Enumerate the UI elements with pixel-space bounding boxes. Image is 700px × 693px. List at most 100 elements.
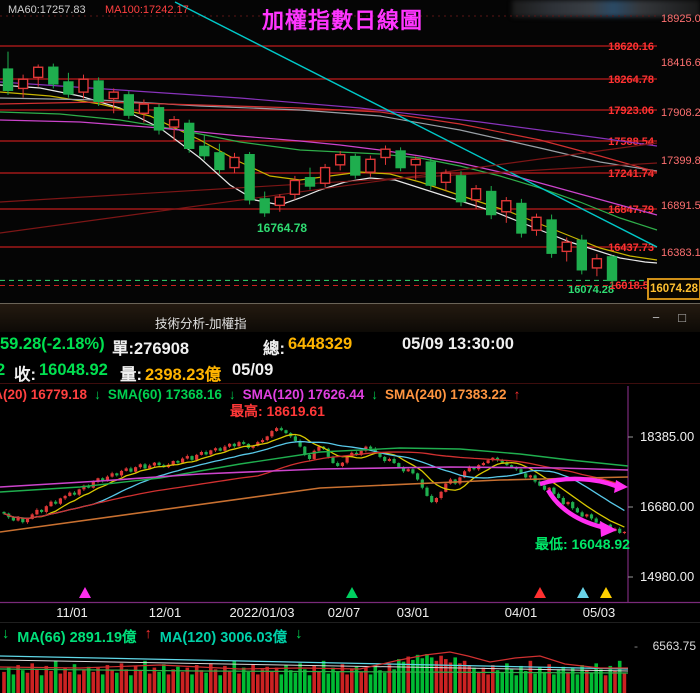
candle-body bbox=[434, 497, 438, 503]
candle-body bbox=[157, 462, 161, 466]
candle-body bbox=[542, 485, 547, 490]
volume-bar bbox=[147, 673, 152, 693]
volume-bar bbox=[589, 672, 594, 693]
volume-bar bbox=[129, 675, 133, 693]
volume-bar bbox=[359, 671, 363, 693]
lower-chart-canvas[interactable]: 18385.00 16680.00 14980.00 11/01 12/01 2022/0… bbox=[0, 386, 700, 622]
window-title: 技術分析-加權指 bbox=[155, 317, 247, 331]
volume-bar bbox=[566, 671, 570, 693]
ma100-legend: MA100:17242.17 bbox=[105, 4, 189, 16]
close-label: 收: bbox=[14, 366, 36, 384]
candle-body bbox=[392, 458, 396, 464]
candle-body bbox=[331, 456, 335, 464]
ma-curve bbox=[3, 451, 625, 520]
volume-bar bbox=[260, 669, 265, 693]
volume-bar bbox=[133, 665, 138, 693]
candle-body bbox=[138, 103, 150, 114]
volume-label: 量: bbox=[120, 366, 142, 384]
candle-body bbox=[444, 483, 448, 492]
volume-bar bbox=[425, 654, 429, 693]
candle-body bbox=[199, 451, 203, 455]
volume-bar bbox=[411, 659, 415, 693]
volume-bar bbox=[552, 674, 556, 693]
top-chart-canvas[interactable]: 18620.1618264.7817923.0617588.5417241.74… bbox=[0, 0, 700, 303]
volume-bar bbox=[265, 666, 269, 693]
volume-bar bbox=[213, 669, 218, 693]
right-axis-label: 18416.66 bbox=[661, 57, 700, 69]
candle-body bbox=[129, 468, 133, 472]
ma-curve bbox=[0, 81, 658, 147]
volume-bar bbox=[392, 669, 396, 693]
candle-body bbox=[115, 473, 119, 476]
volume-bar bbox=[157, 671, 161, 693]
volume-bar bbox=[505, 663, 509, 693]
volume-bar bbox=[180, 671, 185, 693]
period-high-label: 最高: 18619.61 bbox=[230, 403, 325, 419]
candle-body bbox=[152, 462, 156, 466]
volume-bar bbox=[237, 673, 241, 693]
candle-body bbox=[44, 506, 48, 512]
candle-body bbox=[505, 462, 509, 466]
volume-bar bbox=[368, 674, 373, 693]
volume-canvas[interactable] bbox=[0, 623, 700, 693]
single-volume: 單:276908 bbox=[112, 340, 190, 358]
candle-body bbox=[455, 175, 467, 203]
quote-row-2: 2 收: 16048.92 量: 2398.23億 05/09 bbox=[0, 358, 700, 384]
candle-body bbox=[380, 148, 391, 159]
volume-bar bbox=[462, 660, 467, 693]
candle-body bbox=[17, 78, 29, 90]
sma-legend-item: ↓ bbox=[228, 387, 236, 402]
volume-bar bbox=[335, 671, 340, 693]
volume-bar bbox=[298, 663, 302, 693]
volume-value: 2398.23億 bbox=[145, 366, 222, 384]
candle-body bbox=[168, 119, 180, 128]
candle-body bbox=[108, 91, 119, 100]
candle-body bbox=[138, 464, 142, 468]
candle-body bbox=[472, 467, 476, 470]
candle-body bbox=[547, 487, 551, 490]
volume-bar bbox=[580, 665, 584, 693]
window-minimize-button[interactable]: − bbox=[652, 310, 660, 325]
window-maximize-button[interactable]: □ bbox=[678, 310, 686, 325]
lower-daily-chart[interactable]: SMA(20) 16779.18 ↓ SMA(60) 17368.16 ↓ SMA(12… bbox=[0, 386, 700, 622]
volume-bar bbox=[227, 671, 232, 693]
sma-legend-item: SMA(240) 17383.22 bbox=[384, 387, 507, 402]
candle-body bbox=[63, 495, 67, 499]
candle-body bbox=[571, 502, 575, 509]
candle-body bbox=[265, 436, 269, 441]
event-marker bbox=[346, 587, 358, 598]
top-daily-chart[interactable]: 18620.16 18264.78 17923.06 17588.54 17241.74… bbox=[0, 0, 700, 303]
candle-body bbox=[552, 487, 556, 494]
price-level-label: 16437.73 bbox=[608, 242, 654, 254]
candle-body bbox=[470, 188, 482, 201]
volume-bar bbox=[340, 664, 345, 693]
candle-body bbox=[440, 172, 452, 184]
candle-body bbox=[354, 452, 359, 455]
candle-body bbox=[591, 258, 603, 269]
candle-body bbox=[524, 473, 528, 478]
volume-bar bbox=[608, 665, 613, 693]
volume-bar bbox=[30, 663, 34, 693]
volume-bar bbox=[91, 671, 96, 693]
x-axis-label: 04/01 bbox=[505, 605, 538, 620]
volume-bar bbox=[312, 665, 316, 693]
candle-body bbox=[232, 443, 236, 447]
volume-bar bbox=[44, 665, 49, 693]
volume-panel[interactable]: ↓ MA(66) 2891.19億 ↑ MA(120) 3006.03億 ↓ - 656… bbox=[0, 622, 700, 693]
candle-body bbox=[229, 156, 240, 169]
volume-legend-item: ↓ bbox=[2, 626, 10, 642]
volume-axis-tick: - bbox=[634, 639, 638, 653]
candle-body bbox=[199, 145, 210, 157]
candle-body bbox=[30, 514, 34, 519]
annotation-arrow bbox=[546, 488, 607, 531]
volume-bar bbox=[16, 665, 20, 693]
candle-body bbox=[425, 161, 436, 186]
volume-bar bbox=[143, 660, 147, 693]
sma-legend-item: SMA(60) 17368.16 bbox=[107, 387, 222, 402]
volume-bar bbox=[138, 671, 143, 693]
candle-body bbox=[68, 492, 72, 496]
page-title: 加權指數日線圖 bbox=[262, 8, 424, 33]
volume-ma-line bbox=[0, 655, 629, 670]
candle-body bbox=[378, 452, 382, 457]
volume-bar bbox=[162, 664, 166, 693]
